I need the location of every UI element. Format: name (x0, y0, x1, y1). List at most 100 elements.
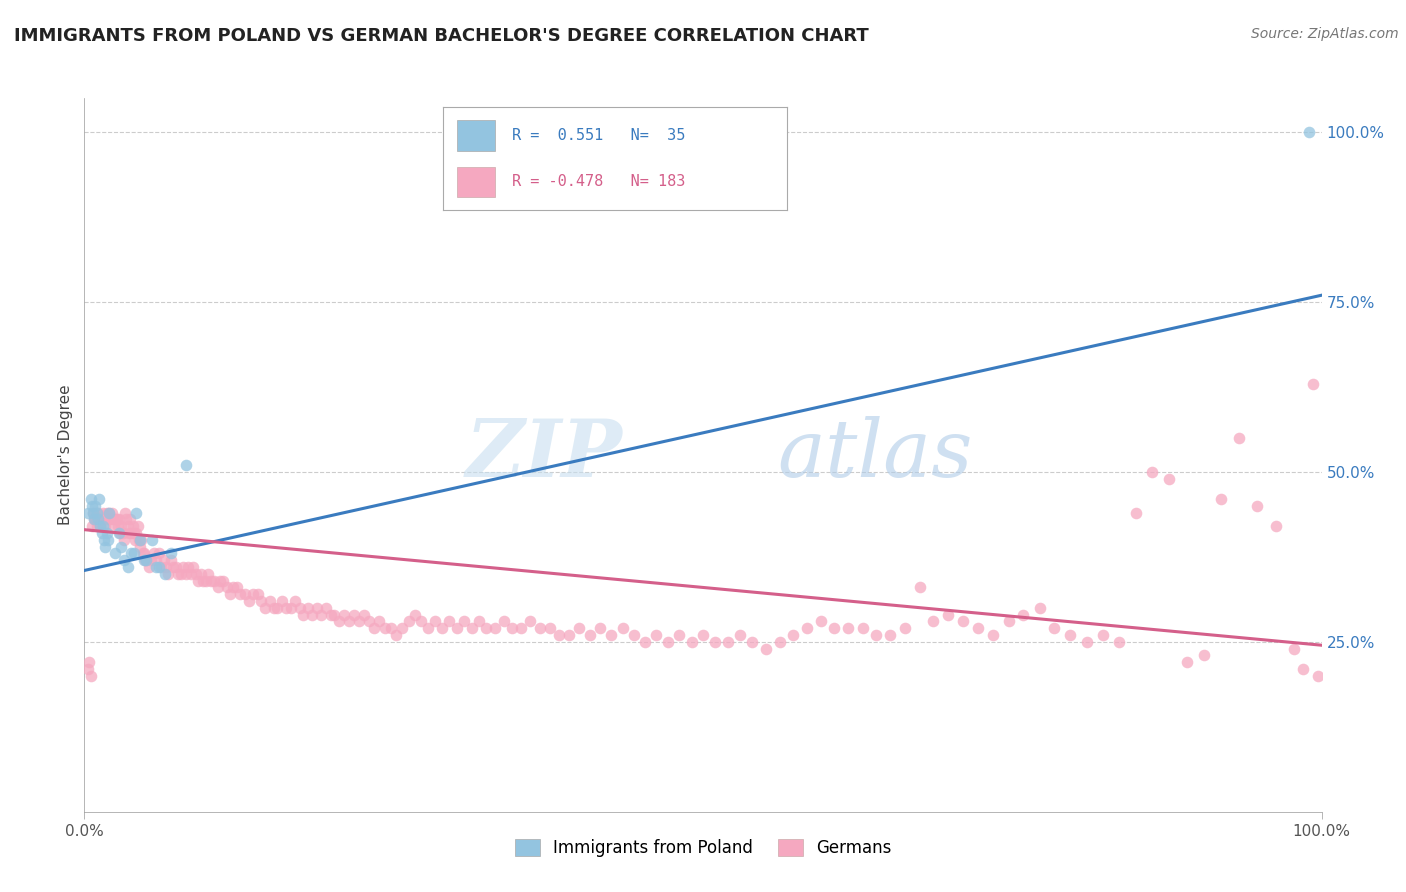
Point (589, 621, 612, 635)
Point (548, 628, 571, 642)
Point (337, 615, 360, 629)
Text: IMMIGRANTS FROM POLAND VS GERMAN BACHELOR'S DEGREE CORRELATION CHART: IMMIGRANTS FROM POLAND VS GERMAN BACHELO… (14, 27, 869, 45)
Point (538, 621, 561, 635)
Point (129, 533, 152, 547)
Point (101, 512, 124, 526)
Point (323, 607, 346, 622)
Point (309, 607, 332, 622)
Point (357, 615, 380, 629)
Point (131, 546, 153, 560)
Point (77, 506, 100, 520)
Point (180, 566, 202, 581)
Point (110, 519, 132, 533)
Point (418, 621, 440, 635)
Point (1284, 641, 1306, 656)
Point (98, 512, 121, 526)
Point (194, 574, 217, 588)
Point (1246, 499, 1268, 513)
Point (266, 600, 288, 615)
Point (492, 615, 515, 629)
Point (157, 566, 180, 581)
Point (135, 553, 157, 567)
Point (568, 621, 591, 635)
Point (1264, 519, 1286, 533)
Point (132, 546, 155, 560)
Point (246, 587, 269, 601)
Point (600, 628, 623, 642)
Point (89, 492, 111, 507)
Point (120, 512, 142, 526)
Point (79, 655, 101, 669)
Point (83, 512, 105, 526)
Point (398, 615, 420, 629)
Point (82, 506, 104, 520)
Point (623, 628, 645, 642)
Point (110, 540, 132, 554)
Point (115, 512, 138, 526)
Point (141, 553, 163, 567)
Point (1043, 621, 1066, 635)
Point (423, 615, 446, 629)
Point (80, 499, 103, 513)
Point (134, 553, 156, 567)
Point (96, 526, 118, 541)
Point (1302, 376, 1324, 391)
Point (79, 492, 101, 507)
Point (409, 615, 432, 629)
Point (1159, 472, 1181, 486)
Point (468, 615, 491, 629)
Point (238, 594, 260, 608)
Point (952, 615, 974, 629)
Point (782, 628, 804, 642)
Point (741, 635, 763, 649)
Point (90, 512, 112, 526)
Point (209, 574, 232, 588)
Point (104, 546, 127, 560)
Point (87, 512, 110, 526)
Point (879, 628, 901, 642)
Point (187, 574, 209, 588)
Point (259, 594, 281, 608)
Point (145, 560, 167, 574)
Point (692, 628, 714, 642)
Point (1140, 465, 1163, 479)
Point (207, 581, 229, 595)
Point (89, 512, 111, 526)
Point (118, 526, 141, 541)
Point (484, 621, 506, 635)
Point (529, 621, 551, 635)
Point (112, 533, 135, 547)
Point (197, 566, 219, 581)
Point (612, 621, 634, 635)
Point (212, 574, 235, 588)
Point (128, 533, 150, 547)
Point (769, 635, 792, 649)
Point (222, 581, 245, 595)
Point (852, 621, 875, 635)
Point (501, 621, 523, 635)
Point (108, 512, 131, 526)
Point (966, 621, 988, 635)
Point (200, 574, 222, 588)
Point (121, 519, 143, 533)
Point (117, 560, 139, 574)
Point (430, 621, 453, 635)
Point (634, 635, 657, 649)
Point (301, 607, 323, 622)
Point (668, 628, 690, 642)
Point (755, 641, 778, 656)
Point (439, 615, 461, 629)
Point (250, 594, 273, 608)
Point (380, 621, 402, 635)
Point (190, 566, 212, 581)
Point (152, 553, 174, 567)
Point (145, 553, 167, 567)
Point (170, 566, 193, 581)
Point (153, 566, 176, 581)
Point (100, 506, 122, 520)
Point (90, 526, 112, 541)
Point (645, 628, 668, 642)
Point (87, 506, 110, 520)
Point (263, 600, 285, 615)
Point (1227, 431, 1250, 445)
